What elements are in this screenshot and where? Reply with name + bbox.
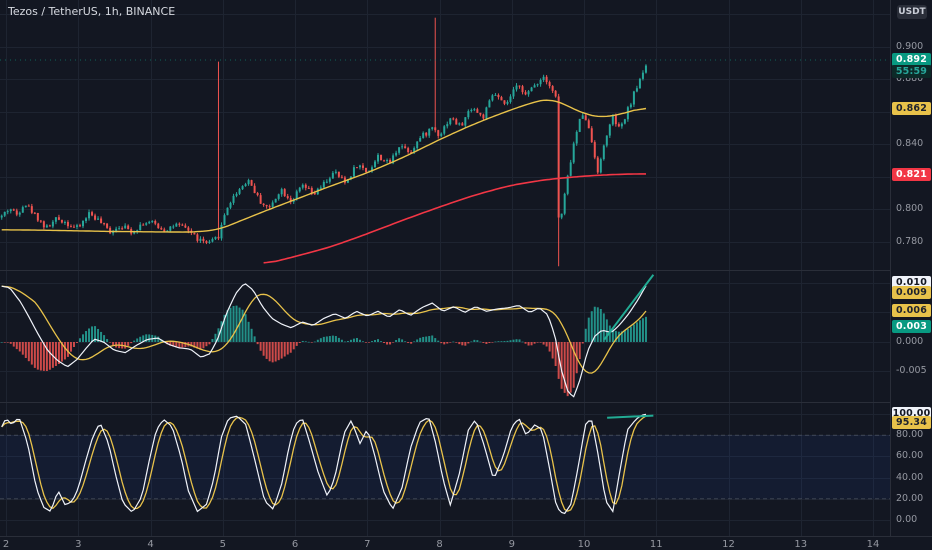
axis-label: 40.00 [896,471,924,483]
time-label: 14 [866,539,880,550]
time-label: 2 [2,539,10,550]
time-label: 6 [291,539,299,550]
axis-label: -0.005 [896,365,927,377]
price-badge: 0.892 [892,52,931,66]
price-badge: 0.862 [892,101,931,115]
macd-line[interactable] [1,283,647,398]
axis-label: 0.780 [896,235,924,247]
time-label: 4 [147,539,154,550]
time-label: 8 [436,539,443,550]
price-badge: 95.34 [892,416,931,430]
candles [0,17,647,267]
time-label: 11 [649,539,663,550]
axis-label: 0.800 [896,203,924,215]
time-label: 9 [508,539,515,550]
axis-label: 0.900 [896,40,924,52]
stoch-trendline-drawing[interactable] [607,414,654,419]
symbol-title[interactable]: Tezos / TetherUS, 1h, BINANCE [8,5,176,18]
symbol-legend[interactable]: Tezos / TetherUS, 1h, BINANCE [8,5,175,18]
time-label: 13 [794,539,808,550]
time-axis[interactable]: 2 3 4 5 6 7 8 9 10 11 12 13 14 [0,536,932,550]
axis-label: 0.00 [896,513,918,525]
chart-canvas[interactable] [0,0,890,536]
stoch-k-line[interactable] [1,413,647,515]
time-label: 12 [722,539,735,550]
axis-label: 0.880 [896,73,924,85]
macd-histogram [0,305,647,397]
time-label: 5 [219,539,226,550]
price-badge: 0.009 [892,286,931,299]
axis-label: 60.00 [896,450,924,462]
price-axis[interactable]: 0.9000.8800.8600.8400.8200.8000.7800.892… [890,0,932,536]
macd-trendline-drawing[interactable] [603,274,655,341]
price-badge: 0.821 [892,168,931,182]
time-label: 3 [75,539,82,550]
axis-label: 0.840 [896,138,924,150]
price-badge: 0.006 [892,303,931,317]
ma-fast-yellow[interactable] [1,99,647,233]
time-label: 7 [364,539,371,550]
time-label: 10 [577,539,591,550]
price-badge: 0.003 [892,320,931,334]
grid [0,0,890,536]
quote-currency-badge[interactable]: USDT [897,5,927,19]
axis-label: 80.00 [896,429,924,441]
axis-label: 20.00 [896,492,924,504]
price-badge: 55:59 [892,65,931,79]
axis-label: 0.000 [896,335,924,347]
ma-slow-red[interactable] [263,173,646,264]
price-badge: 0.010 [892,275,931,289]
